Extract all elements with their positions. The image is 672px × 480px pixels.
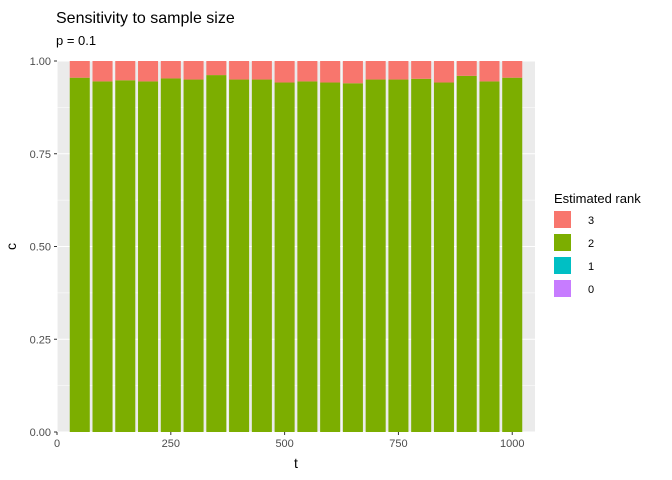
bar-segment-rank-3 bbox=[229, 61, 250, 80]
bar-segment-rank-3 bbox=[92, 61, 113, 82]
bar-segment-rank-2 bbox=[92, 81, 113, 432]
y-axis-title: c bbox=[3, 243, 19, 250]
bar-segment-rank-2 bbox=[138, 81, 159, 432]
bars-group bbox=[69, 61, 523, 433]
bar-segment-rank-3 bbox=[479, 61, 500, 82]
y-tick-label: 0.25 bbox=[30, 334, 51, 346]
x-axis-title: t bbox=[294, 455, 298, 471]
y-tick-label: 0.75 bbox=[30, 149, 51, 161]
bar-segment-rank-3 bbox=[456, 61, 477, 76]
bar-segment-rank-3 bbox=[342, 61, 363, 84]
bar-segment-rank-3 bbox=[138, 61, 159, 82]
bar-segment-rank-3 bbox=[206, 61, 227, 76]
bar-segment-rank-2 bbox=[297, 81, 318, 432]
x-tick-label: 500 bbox=[275, 438, 293, 450]
x-tick-label: 1000 bbox=[500, 438, 524, 450]
chart-title: Sensitivity to sample size bbox=[56, 10, 235, 27]
legend-swatch-3 bbox=[554, 211, 571, 228]
bar-segment-rank-2 bbox=[160, 78, 181, 432]
legend-label-3: 3 bbox=[588, 215, 594, 227]
bar-segment-rank-2 bbox=[251, 79, 272, 433]
bar-segment-rank-2 bbox=[479, 81, 500, 432]
legend-swatch-1 bbox=[554, 257, 571, 274]
bar-segment-rank-2 bbox=[69, 77, 90, 432]
bar-segment-rank-2 bbox=[115, 80, 136, 433]
bar-segment-rank-3 bbox=[183, 61, 204, 80]
bar-segment-rank-3 bbox=[297, 61, 318, 82]
chart-subtitle: p = 0.1 bbox=[56, 33, 96, 48]
bar-segment-rank-3 bbox=[365, 61, 386, 80]
bar-segment-rank-3 bbox=[115, 61, 136, 81]
bar-segment-rank-3 bbox=[251, 61, 272, 80]
bar-segment-rank-2 bbox=[411, 78, 432, 433]
bar-segment-rank-3 bbox=[160, 61, 181, 79]
bar-segment-rank-3 bbox=[69, 61, 90, 78]
x-tick-label: 0 bbox=[54, 438, 60, 450]
legend-label-2: 2 bbox=[588, 238, 594, 250]
bar-segment-rank-3 bbox=[411, 61, 432, 79]
bar-segment-rank-2 bbox=[365, 79, 386, 433]
bar-segment-rank-2 bbox=[229, 79, 250, 433]
bar-segment-rank-2 bbox=[502, 77, 523, 432]
y-tick-label: 1.00 bbox=[30, 56, 51, 68]
bar-segment-rank-2 bbox=[388, 79, 409, 433]
bar-segment-rank-2 bbox=[342, 83, 363, 432]
y-axis-ticks: 0.00 0.25 0.50 0.75 1.00 bbox=[30, 56, 57, 439]
bar-segment-rank-2 bbox=[183, 79, 204, 433]
legend-title: Estimated rank bbox=[554, 191, 641, 206]
legend-label-1: 1 bbox=[588, 261, 594, 273]
x-tick-label: 750 bbox=[389, 438, 407, 450]
x-tick-label: 250 bbox=[162, 438, 180, 450]
bar-segment-rank-2 bbox=[456, 75, 477, 432]
y-tick-label: 0.00 bbox=[30, 427, 51, 439]
legend-label-0: 0 bbox=[588, 284, 594, 296]
x-axis-ticks: 0 250 500 750 1000 bbox=[54, 432, 524, 450]
legend: Estimated rank 3 2 1 0 bbox=[554, 191, 641, 297]
bar-segment-rank-3 bbox=[388, 61, 409, 80]
y-tick-label: 0.50 bbox=[30, 242, 51, 254]
bar-segment-rank-3 bbox=[433, 61, 454, 83]
bar-segment-rank-2 bbox=[433, 82, 454, 432]
bar-segment-rank-3 bbox=[320, 61, 341, 83]
legend-swatch-0 bbox=[554, 280, 571, 297]
legend-swatch-2 bbox=[554, 234, 571, 251]
bar-segment-rank-3 bbox=[502, 61, 523, 78]
bar-segment-rank-2 bbox=[206, 75, 227, 433]
bar-segment-rank-3 bbox=[274, 61, 295, 83]
bar-segment-rank-2 bbox=[274, 82, 295, 432]
bar-segment-rank-2 bbox=[320, 82, 341, 432]
